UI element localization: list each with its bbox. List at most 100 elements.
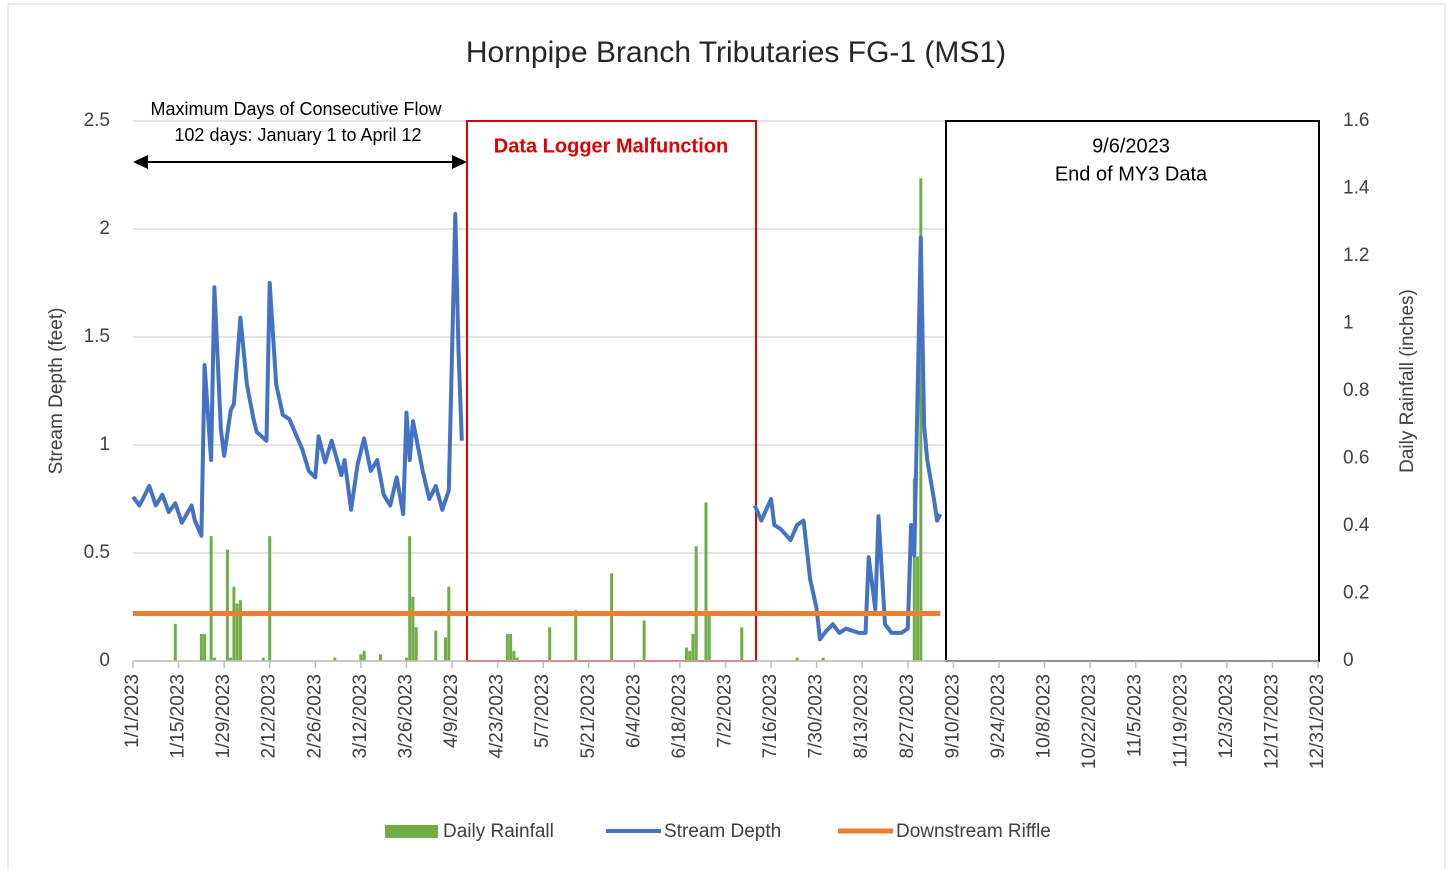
y2-tick-label: 1.4 — [1343, 178, 1370, 199]
legend-label: Daily Rainfall — [443, 821, 554, 842]
x-tick-label: 3/26/2023 — [395, 674, 416, 759]
rain-bar — [610, 573, 614, 661]
x-tick-label: 6/4/2023 — [623, 674, 644, 748]
rain-bar — [694, 546, 698, 661]
rain-bar — [707, 613, 711, 661]
x-tick-label: 3/12/2023 — [350, 674, 371, 759]
x-tick-label: 7/30/2023 — [806, 674, 827, 759]
x-tick-label: 7/16/2023 — [760, 674, 781, 759]
annotation: 102 days: January 1 to April 12 — [174, 125, 421, 145]
y-tick-label: 0.5 — [84, 542, 110, 563]
x-tick-label: 5/21/2023 — [578, 674, 599, 759]
rain-bar — [548, 627, 552, 661]
rain-bar — [359, 654, 363, 661]
rain-bar — [691, 634, 695, 661]
rain-bar — [229, 657, 233, 661]
legend-label: Stream Depth — [664, 821, 781, 842]
y2-tick-label: 0.4 — [1343, 515, 1370, 536]
rain-bar — [919, 178, 923, 661]
rain-bar — [203, 634, 207, 661]
rain-bar — [261, 657, 265, 661]
x-tick-label: 5/7/2023 — [532, 674, 553, 748]
y-tick-label: 1 — [99, 434, 110, 455]
rain-bar — [225, 549, 229, 661]
rain-bar — [704, 502, 708, 661]
rain-bar — [173, 623, 177, 661]
x-tick-label: 10/22/2023 — [1079, 674, 1100, 769]
rain-bar — [574, 610, 578, 661]
y-tick-label: 2.5 — [84, 110, 110, 131]
rain-bar — [414, 627, 418, 661]
rain-bar — [333, 657, 337, 661]
x-tick-label: 12/31/2023 — [1307, 674, 1328, 769]
rain-bar — [740, 627, 744, 661]
y-axis-title: Stream Depth (feet) — [46, 308, 67, 475]
annotation: 9/6/2023 — [1092, 135, 1170, 157]
rain-bar — [232, 586, 236, 661]
rain-bar — [378, 654, 382, 661]
y2-tick-label: 1 — [1343, 313, 1354, 334]
rain-bar — [235, 603, 239, 661]
rain-bar — [515, 657, 519, 661]
y-tick-label: 1.5 — [84, 326, 110, 347]
rain-bar — [916, 556, 920, 661]
rain-bar — [688, 650, 692, 661]
rain-bar — [505, 634, 509, 661]
x-tick-label: 8/27/2023 — [897, 674, 918, 759]
y2-axis-title: Daily Rainfall (inches) — [1397, 289, 1418, 473]
y2-tick-label: 1.6 — [1343, 110, 1369, 131]
series-line — [752, 235, 943, 642]
rain-bar — [404, 657, 408, 661]
annotation: End of MY3 Data — [1055, 163, 1208, 185]
rain-bar — [238, 600, 242, 661]
rain-bar — [434, 630, 438, 661]
x-tick-label: 11/5/2023 — [1125, 674, 1146, 757]
rain-bar — [912, 478, 916, 661]
rain-bar — [447, 586, 451, 661]
y-tick-label: 0 — [99, 650, 110, 671]
annotation: Maximum Days of Consecutive Flow — [150, 99, 442, 119]
x-tick-label: 4/9/2023 — [441, 674, 462, 748]
rain-bar — [512, 650, 516, 661]
legend-label: Downstream Riffle — [896, 821, 1051, 842]
x-tick-label: 10/8/2023 — [1034, 674, 1055, 759]
annotation: Data Logger Malfunction — [494, 135, 728, 157]
end-box — [945, 120, 1320, 662]
y2-tick-label: 0.6 — [1343, 448, 1369, 469]
rain-bar — [408, 536, 412, 661]
x-tick-label: 1/1/2023 — [122, 674, 143, 748]
y2-tick-label: 0.8 — [1343, 380, 1369, 401]
rain-bar — [362, 650, 366, 661]
series-line — [131, 211, 464, 538]
x-tick-label: 8/13/2023 — [851, 674, 872, 759]
x-tick-label: 4/23/2023 — [487, 674, 508, 759]
x-tick-label: 2/12/2023 — [259, 674, 280, 759]
rain-bar — [821, 657, 825, 661]
x-tick-label: 12/3/2023 — [1216, 674, 1237, 759]
x-tick-label: 11/19/2023 — [1170, 674, 1191, 768]
y-tick-label: 2 — [99, 218, 110, 239]
rain-bar — [268, 536, 272, 661]
x-tick-label: 1/29/2023 — [213, 674, 234, 759]
chart-title: Hornpipe Branch Tributaries FG-1 (MS1) — [466, 36, 1006, 69]
x-tick-label: 12/17/2023 — [1261, 674, 1282, 769]
rain-bar — [199, 634, 203, 661]
y2-tick-label: 0.2 — [1343, 583, 1369, 604]
rain-bar — [795, 657, 799, 661]
rain-bar — [684, 647, 688, 661]
x-tick-label: 6/18/2023 — [669, 674, 690, 759]
rain-bar — [411, 596, 415, 661]
rain-bar — [444, 637, 448, 661]
x-tick-label: 9/24/2023 — [988, 674, 1009, 759]
x-tick-label: 2/26/2023 — [304, 674, 325, 759]
x-tick-label: 9/10/2023 — [942, 674, 963, 759]
legend-swatch — [385, 825, 438, 838]
rain-bar — [642, 620, 646, 661]
rain-bar — [212, 657, 216, 661]
x-tick-label: 7/2/2023 — [715, 674, 736, 748]
rain-bar — [509, 634, 513, 661]
y2-tick-label: 1.2 — [1343, 245, 1369, 266]
rain-bar — [209, 536, 213, 661]
y2-tick-label: 0 — [1343, 650, 1354, 671]
